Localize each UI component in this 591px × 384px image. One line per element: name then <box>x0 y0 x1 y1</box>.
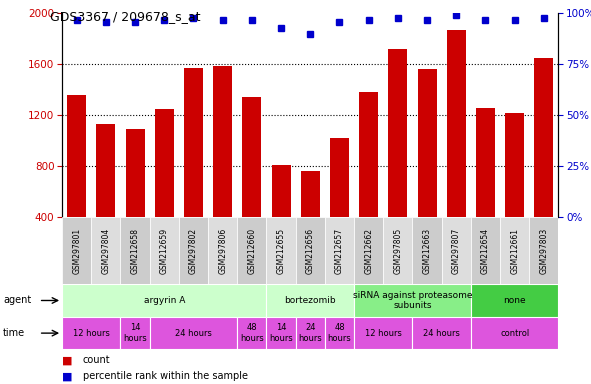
Text: bortezomib: bortezomib <box>284 296 336 305</box>
Bar <box>237 217 267 284</box>
Bar <box>62 284 267 317</box>
Bar <box>267 284 354 317</box>
Bar <box>62 217 91 284</box>
Text: argyrin A: argyrin A <box>144 296 185 305</box>
Text: GSM297807: GSM297807 <box>452 227 461 274</box>
Text: GSM212661: GSM212661 <box>510 228 519 273</box>
Bar <box>384 217 413 284</box>
Bar <box>471 284 558 317</box>
Text: none: none <box>504 296 526 305</box>
Text: control: control <box>500 329 530 338</box>
Bar <box>296 217 325 284</box>
Bar <box>272 166 291 268</box>
Bar <box>534 58 553 268</box>
Text: 12 hours: 12 hours <box>73 329 110 338</box>
Bar <box>67 95 86 268</box>
Bar <box>242 98 261 268</box>
Text: agent: agent <box>3 295 31 306</box>
Bar <box>325 317 354 349</box>
Bar <box>471 217 500 284</box>
Text: GSM212656: GSM212656 <box>306 227 315 274</box>
Text: GSM297805: GSM297805 <box>394 227 402 274</box>
Bar <box>359 92 378 268</box>
Text: GSM297801: GSM297801 <box>72 227 81 274</box>
Text: GSM212658: GSM212658 <box>131 228 139 273</box>
Bar <box>237 317 267 349</box>
Bar <box>530 217 558 284</box>
Bar <box>441 217 471 284</box>
Bar <box>388 49 407 268</box>
Text: GSM212662: GSM212662 <box>364 228 373 273</box>
Text: GSM212654: GSM212654 <box>481 227 490 274</box>
Bar <box>179 217 208 284</box>
Text: GSM212659: GSM212659 <box>160 227 169 274</box>
Text: count: count <box>83 355 111 365</box>
Bar <box>447 30 466 268</box>
Text: 14
hours: 14 hours <box>123 323 147 343</box>
Text: 48
hours: 48 hours <box>240 323 264 343</box>
Text: GSM297804: GSM297804 <box>102 227 111 274</box>
Text: ■: ■ <box>62 355 73 365</box>
Bar <box>155 109 174 268</box>
Text: ■: ■ <box>62 371 73 381</box>
Bar <box>208 217 237 284</box>
Bar <box>413 217 441 284</box>
Bar <box>184 68 203 268</box>
Text: 24 hours: 24 hours <box>423 329 460 338</box>
Bar <box>330 138 349 268</box>
Bar <box>325 217 354 284</box>
Bar <box>267 317 296 349</box>
Bar <box>213 66 232 268</box>
Text: GSM297806: GSM297806 <box>218 227 227 274</box>
Bar <box>267 217 296 284</box>
Bar <box>476 108 495 268</box>
Bar <box>150 317 237 349</box>
Text: 24
hours: 24 hours <box>298 323 322 343</box>
Text: GSM212657: GSM212657 <box>335 227 344 274</box>
Text: 24 hours: 24 hours <box>175 329 212 338</box>
Text: 14
hours: 14 hours <box>269 323 293 343</box>
Bar <box>505 113 524 268</box>
Text: siRNA against proteasome
subunits: siRNA against proteasome subunits <box>353 291 472 310</box>
Bar <box>471 317 558 349</box>
Bar <box>354 317 413 349</box>
Text: GDS3367 / 209678_s_at: GDS3367 / 209678_s_at <box>50 10 201 23</box>
Bar <box>354 217 384 284</box>
Text: percentile rank within the sample: percentile rank within the sample <box>83 371 248 381</box>
Text: 12 hours: 12 hours <box>365 329 402 338</box>
Text: GSM212660: GSM212660 <box>248 227 256 274</box>
Bar <box>121 317 150 349</box>
Bar <box>121 217 150 284</box>
Bar <box>125 129 145 268</box>
Text: time: time <box>3 328 25 338</box>
Bar <box>96 124 115 268</box>
Bar <box>500 217 530 284</box>
Text: 48
hours: 48 hours <box>327 323 352 343</box>
Bar <box>62 317 121 349</box>
Bar <box>418 70 437 268</box>
Bar <box>150 217 179 284</box>
Bar <box>91 217 121 284</box>
Text: GSM212663: GSM212663 <box>423 227 431 274</box>
Text: GSM297803: GSM297803 <box>540 227 548 274</box>
Bar <box>413 317 471 349</box>
Bar <box>354 284 471 317</box>
Text: GSM212655: GSM212655 <box>277 227 285 274</box>
Bar <box>296 317 325 349</box>
Bar <box>301 171 320 268</box>
Text: GSM297802: GSM297802 <box>189 227 198 274</box>
